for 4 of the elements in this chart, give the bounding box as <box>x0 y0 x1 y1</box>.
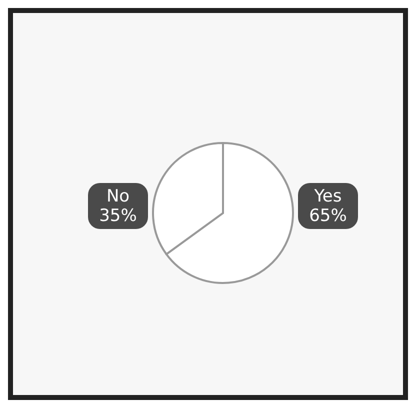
slice-label: No <box>106 186 130 207</box>
slice-label: Yes <box>313 186 342 207</box>
data-label: 35% <box>99 206 137 226</box>
data-label: 65% <box>309 206 347 226</box>
